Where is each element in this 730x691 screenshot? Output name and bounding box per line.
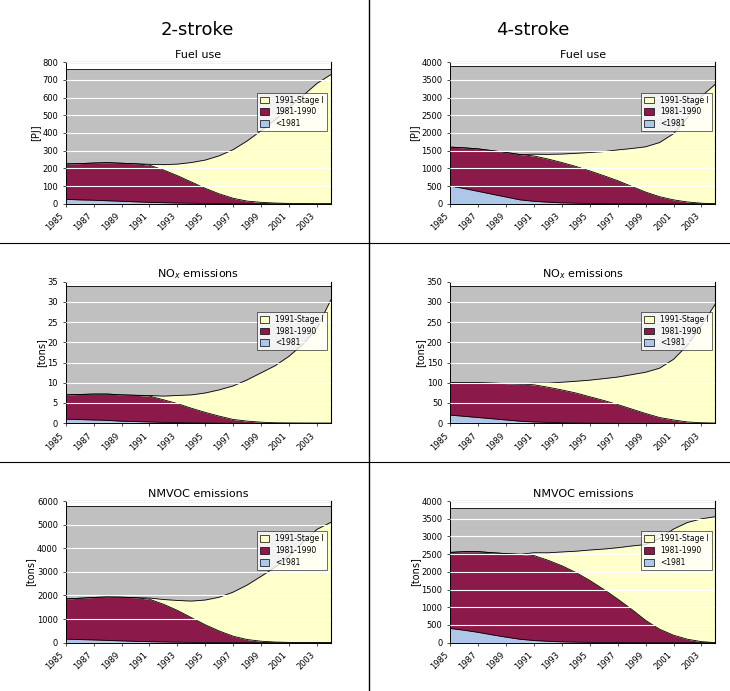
Y-axis label: [tons]: [tons] xyxy=(415,338,426,367)
Y-axis label: [tons]: [tons] xyxy=(26,558,36,586)
Y-axis label: [tons]: [tons] xyxy=(36,338,46,367)
Legend: 1991-Stage I, 1981-1990, <1981: 1991-Stage I, 1981-1990, <1981 xyxy=(257,312,327,350)
Title: NO$_x$ emissions: NO$_x$ emissions xyxy=(542,267,624,281)
Title: Fuel use: Fuel use xyxy=(560,50,606,60)
Legend: 1991-Stage I, 1981-1990, <1981: 1991-Stage I, 1981-1990, <1981 xyxy=(257,93,327,131)
Title: NMVOC emissions: NMVOC emissions xyxy=(148,489,248,499)
Legend: 1991-Stage I, 1981-1990, <1981: 1991-Stage I, 1981-1990, <1981 xyxy=(642,531,712,570)
Y-axis label: [PJ]: [PJ] xyxy=(31,124,41,141)
Legend: 1991-Stage I, 1981-1990, <1981: 1991-Stage I, 1981-1990, <1981 xyxy=(642,312,712,350)
Y-axis label: [PJ]: [PJ] xyxy=(410,124,420,141)
Title: Fuel use: Fuel use xyxy=(175,50,221,60)
Legend: 1991-Stage I, 1981-1990, <1981: 1991-Stage I, 1981-1990, <1981 xyxy=(257,531,327,570)
Title: NMVOC emissions: NMVOC emissions xyxy=(533,489,633,499)
Title: NO$_x$ emissions: NO$_x$ emissions xyxy=(157,267,239,281)
Text: 2-stroke: 2-stroke xyxy=(161,21,234,39)
Text: 4-stroke: 4-stroke xyxy=(496,21,569,39)
Y-axis label: [tons]: [tons] xyxy=(410,558,420,586)
Legend: 1991-Stage I, 1981-1990, <1981: 1991-Stage I, 1981-1990, <1981 xyxy=(642,93,712,131)
